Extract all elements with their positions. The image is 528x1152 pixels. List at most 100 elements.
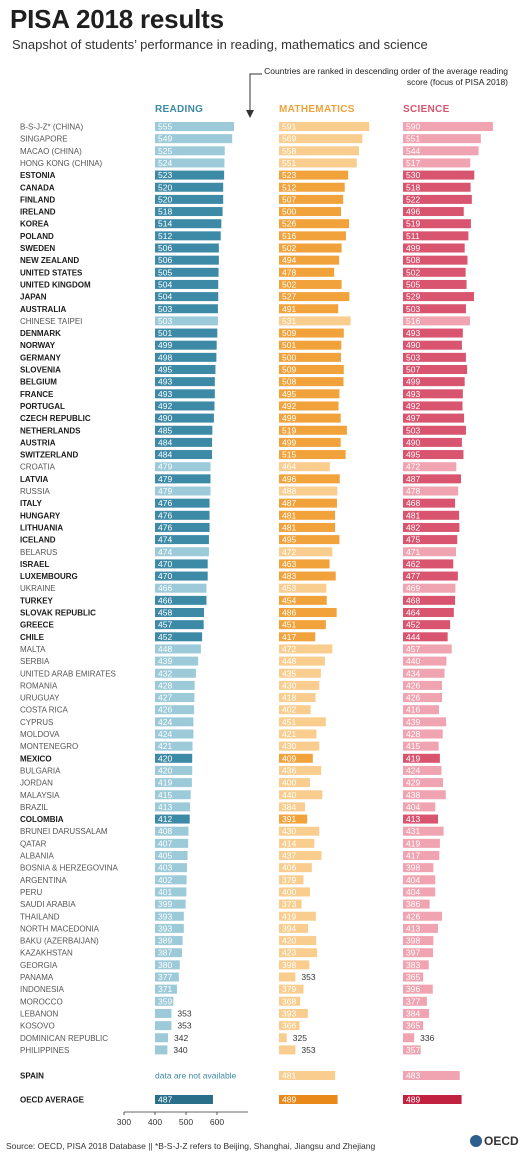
country-label: BELARUS bbox=[20, 548, 57, 557]
reading-value-label: 525 bbox=[158, 146, 172, 156]
science-value-label: 496 bbox=[406, 207, 420, 217]
math-value-label: 491 bbox=[282, 304, 296, 314]
reading-bar bbox=[155, 693, 195, 703]
math-value-label: 483 bbox=[282, 571, 296, 581]
reading-value-label: 424 bbox=[158, 729, 172, 739]
science-bar bbox=[403, 632, 448, 642]
country-row bbox=[155, 802, 436, 812]
science-bar bbox=[403, 437, 462, 447]
math-value-label: 500 bbox=[282, 352, 296, 362]
math-value-label: 523 bbox=[282, 170, 296, 180]
science-bar bbox=[403, 292, 474, 302]
reading-value-label: 415 bbox=[158, 790, 172, 800]
country-row bbox=[155, 826, 444, 836]
math-bar bbox=[279, 875, 304, 885]
math-bar bbox=[279, 474, 340, 484]
country-label: RUSSIA bbox=[20, 487, 50, 496]
reading-value-label: 377 bbox=[158, 972, 172, 982]
country-label: JAPAN bbox=[20, 293, 47, 302]
science-bar bbox=[403, 851, 440, 860]
science-bar bbox=[403, 158, 471, 168]
spain-science-bar bbox=[403, 1071, 460, 1080]
science-value-label: 544 bbox=[406, 146, 420, 156]
math-value-label: 379 bbox=[282, 875, 296, 885]
reading-value-label: 402 bbox=[158, 875, 172, 885]
math-value-label: 495 bbox=[282, 389, 296, 399]
reading-value-label: 520 bbox=[158, 182, 172, 192]
reading-bar bbox=[155, 802, 191, 812]
math-value-label: 501 bbox=[282, 340, 296, 350]
reading-bar bbox=[155, 972, 179, 982]
science-value-label: 426 bbox=[406, 680, 420, 690]
science-value-label: 522 bbox=[406, 194, 420, 204]
country-row bbox=[155, 207, 464, 217]
country-row bbox=[155, 134, 481, 144]
science-bar bbox=[403, 365, 468, 374]
country-label: MALTA bbox=[20, 645, 46, 654]
math-value-label: 373 bbox=[282, 899, 296, 909]
science-bar bbox=[403, 778, 443, 788]
reading-value-label: 407 bbox=[158, 838, 172, 848]
science-value-label: 424 bbox=[406, 765, 420, 775]
math-bar bbox=[279, 790, 323, 800]
reading-value-label: 452 bbox=[158, 632, 172, 642]
reading-value-label: 484 bbox=[158, 437, 172, 447]
math-value-label: 509 bbox=[282, 365, 296, 375]
science-value-label: 495 bbox=[406, 450, 420, 460]
science-bar bbox=[403, 522, 460, 532]
country-row bbox=[155, 996, 427, 1006]
reading-bar bbox=[155, 923, 184, 933]
reading-value-label: 353 bbox=[177, 1008, 191, 1018]
math-value-label: 436 bbox=[282, 765, 296, 775]
math-bar bbox=[279, 984, 304, 994]
x-tick-label: 500 bbox=[179, 1117, 193, 1127]
country-row bbox=[155, 510, 460, 520]
country-label: PANAMA bbox=[20, 973, 54, 982]
science-value-label: 413 bbox=[406, 923, 420, 933]
math-bar bbox=[279, 328, 344, 338]
math-bar bbox=[279, 802, 306, 812]
country-label: UNITED ARAB EMIRATES bbox=[20, 669, 116, 678]
country-label: NEW ZEALAND bbox=[20, 256, 79, 265]
reading-bar bbox=[155, 668, 196, 678]
math-bar bbox=[279, 851, 322, 860]
reading-bar bbox=[155, 753, 193, 763]
science-value-label: 413 bbox=[406, 814, 420, 824]
country-row bbox=[155, 377, 465, 387]
country-row bbox=[155, 1045, 421, 1055]
country-row bbox=[155, 401, 463, 411]
math-bar bbox=[279, 122, 370, 131]
science-value-label: 464 bbox=[406, 608, 420, 618]
science-value-label: 471 bbox=[406, 547, 420, 557]
reading-bar bbox=[155, 462, 211, 472]
country-label: CHILE bbox=[20, 633, 45, 642]
x-tick-label: 300 bbox=[117, 1117, 131, 1127]
science-bar bbox=[403, 765, 442, 775]
math-bar bbox=[279, 292, 350, 302]
math-value-label: 451 bbox=[282, 620, 296, 630]
reading-bar bbox=[155, 814, 190, 824]
reading-value-label: 401 bbox=[158, 887, 172, 897]
reading-value-label: 405 bbox=[158, 851, 172, 861]
country-row bbox=[155, 522, 460, 532]
science-bar bbox=[403, 838, 440, 848]
country-label: CYPRUS bbox=[20, 718, 53, 727]
reading-value-label: 514 bbox=[158, 219, 172, 229]
reading-bar bbox=[155, 765, 193, 775]
math-value-label: 487 bbox=[282, 498, 296, 508]
science-value-label: 530 bbox=[406, 170, 420, 180]
country-label: FINLAND bbox=[20, 195, 55, 204]
spain-label: SPAIN bbox=[20, 1072, 44, 1081]
country-row bbox=[155, 814, 439, 824]
country-row bbox=[155, 948, 434, 958]
reading-value-label: 512 bbox=[158, 231, 172, 241]
reading-bar bbox=[155, 401, 215, 411]
science-bar bbox=[403, 328, 463, 338]
science-bar bbox=[403, 729, 443, 739]
spain-reading-note: data are not available bbox=[155, 1071, 237, 1081]
science-bar bbox=[403, 547, 457, 557]
country-row bbox=[155, 984, 433, 994]
country-label: URUGUAY bbox=[20, 694, 60, 703]
reading-value-label: 485 bbox=[158, 425, 172, 435]
country-label: BRUNEI DARUSSALAM bbox=[20, 827, 108, 836]
